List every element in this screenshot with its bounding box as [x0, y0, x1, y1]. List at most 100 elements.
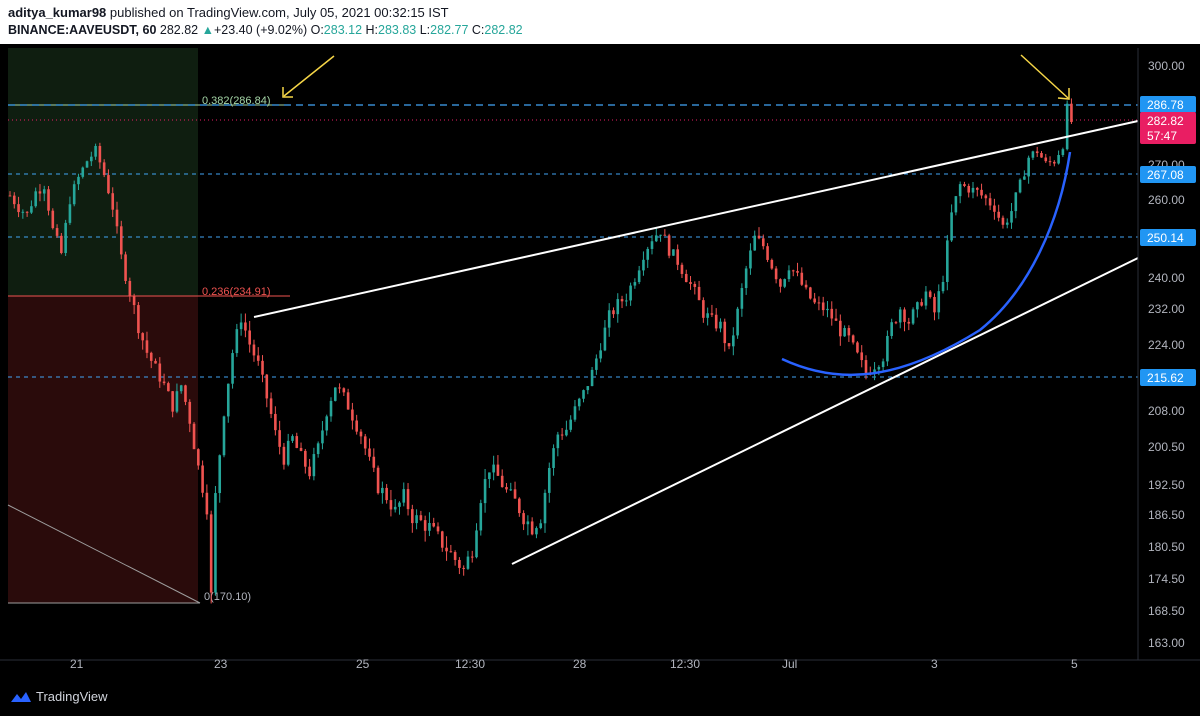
y-tick-192-50: 192.50: [1148, 478, 1185, 492]
candle-body: [650, 241, 654, 249]
candle-body: [796, 271, 799, 273]
candle-body: [329, 400, 333, 417]
candle-body: [1065, 103, 1069, 150]
candle-body: [556, 434, 560, 449]
candle-body: [188, 401, 192, 424]
candle-body: [333, 387, 337, 401]
candle-body: [637, 270, 641, 283]
candle-body: [269, 398, 273, 414]
candle-body: [907, 321, 911, 324]
candle-body: [55, 228, 59, 236]
fibonacci-retracement[interactable]: 0.382(286.84) 0.236(234.91) 0(170.10): [7, 48, 290, 604]
candle-body: [997, 211, 1000, 218]
candle-body: [372, 456, 376, 468]
candle-body: [530, 521, 534, 535]
lower-wedge-trendline[interactable]: [511, 257, 1139, 565]
level-badge-267-08-text: 267.08: [1147, 168, 1184, 182]
bar-countdown: 57:47: [1147, 129, 1177, 143]
y-tick-224: 224.00: [1148, 338, 1185, 352]
candle-body: [321, 430, 324, 444]
candle-body: [312, 454, 316, 477]
candle-body: [12, 195, 16, 205]
candle-body: [603, 327, 607, 351]
candle-body: [256, 355, 260, 361]
candle-body: [21, 211, 25, 213]
brand-name[interactable]: TradingView: [36, 689, 108, 704]
candle-body: [817, 302, 821, 304]
candle-body: [569, 419, 572, 430]
price-change: +23.40 (+9.02%): [213, 23, 308, 37]
author-name[interactable]: aditya_kumar98: [8, 5, 107, 20]
candle-body: [791, 270, 795, 272]
candle-body: [1001, 217, 1005, 225]
candle-body: [235, 329, 239, 354]
candle-body: [128, 280, 132, 297]
candle-body: [988, 198, 992, 206]
upper-wedge-trendline[interactable]: [253, 120, 1139, 318]
price-axis[interactable]: 300.00 270.00 260.00 240.00 232.00 224.0…: [1137, 48, 1196, 660]
price-chart[interactable]: 0.382(286.84) 0.236(234.91) 0(170.10) 30…: [0, 44, 1200, 680]
candle-body: [500, 475, 504, 488]
candle-body: [693, 283, 697, 287]
candle-body: [834, 318, 838, 321]
candle-body: [642, 259, 645, 271]
candle-body: [727, 343, 731, 347]
candle-body: [85, 161, 89, 168]
level-badge-250-14-text: 250.14: [1147, 231, 1184, 245]
candle-body: [244, 322, 247, 331]
level-badge-267-08[interactable]: [1140, 166, 1196, 183]
candle-body: [873, 369, 876, 375]
close-label: C:: [471, 23, 485, 37]
low-label: L:: [419, 23, 431, 37]
candle-body: [590, 369, 594, 387]
level-badge-250-14[interactable]: [1140, 229, 1196, 246]
candle-body: [488, 472, 491, 480]
candle-body: [732, 335, 735, 347]
tradingview-logo-icon[interactable]: [10, 689, 32, 705]
level-badge-215-62-text: 215.62: [1147, 371, 1184, 385]
candle-body: [654, 235, 658, 242]
candle-body: [415, 515, 418, 524]
candle-body: [684, 273, 688, 283]
candlestick-series[interactable]: [8, 98, 1073, 604]
candle-body: [975, 187, 979, 190]
candle-body: [145, 340, 149, 353]
time-axis[interactable]: 21 23 25 12:30 28 12:30 Jul 3 5: [0, 657, 1200, 671]
drawings[interactable]: [253, 54, 1139, 565]
candle-body: [954, 196, 958, 213]
candle-body: [261, 360, 264, 375]
horizontal-levels[interactable]: [8, 104, 1138, 378]
last-price-badge[interactable]: [1140, 112, 1196, 144]
candle-body: [586, 386, 590, 391]
publish-line: aditya_kumar98 published on TradingView.…: [8, 5, 449, 20]
candle-body: [928, 291, 932, 297]
candle-body: [308, 466, 311, 477]
candle-body: [419, 515, 423, 521]
level-badge-215-62[interactable]: [1140, 369, 1196, 386]
y-tick-180-50: 180.50: [1148, 540, 1185, 554]
candle-body: [205, 492, 209, 515]
candle-body: [958, 184, 962, 197]
candle-body: [1010, 211, 1013, 223]
candle-body: [839, 320, 842, 337]
arrow-left-icon[interactable]: [282, 55, 335, 98]
x-tick-3: 3: [931, 657, 938, 671]
arrow-right-icon[interactable]: [1020, 54, 1070, 100]
open-label: O:: [310, 23, 324, 37]
candle-body: [492, 464, 495, 473]
candle-body: [201, 465, 204, 493]
candle-body: [239, 322, 243, 330]
x-tick-23: 23: [214, 657, 228, 671]
cup-curve[interactable]: [781, 151, 1072, 377]
change-up-icon: ▲: [201, 23, 214, 37]
candle-body: [304, 450, 307, 467]
candle-body: [423, 520, 427, 531]
candle-body: [595, 358, 598, 370]
candle-body: [218, 455, 222, 494]
candle-body: [458, 559, 461, 568]
candle-body: [941, 281, 945, 292]
symbol-name[interactable]: BINANCE:AAVEUSDT, 60: [8, 23, 157, 37]
candle-body: [702, 300, 705, 318]
candle-body: [282, 446, 286, 465]
level-badge-286-78[interactable]: [1140, 96, 1196, 113]
